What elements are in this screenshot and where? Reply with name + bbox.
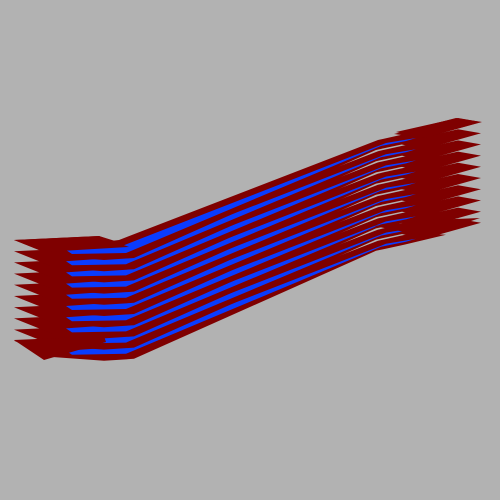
core-band [66, 227, 416, 344]
core-band [66, 194, 416, 310]
core-band [66, 216, 416, 333]
core-band [66, 238, 416, 355]
bottom-left-grip-cap [14, 336, 106, 360]
bottom-right-grip-cap [374, 218, 480, 236]
gauge-section [49, 132, 446, 260]
core-band [66, 182, 416, 299]
top-left-grip-cap [14, 236, 129, 252]
core-band [66, 171, 416, 288]
core-band [66, 138, 416, 254]
core-band [66, 205, 416, 322]
core-band [66, 149, 416, 266]
core-band [66, 160, 416, 277]
top-right-grip-cap [394, 118, 482, 138]
